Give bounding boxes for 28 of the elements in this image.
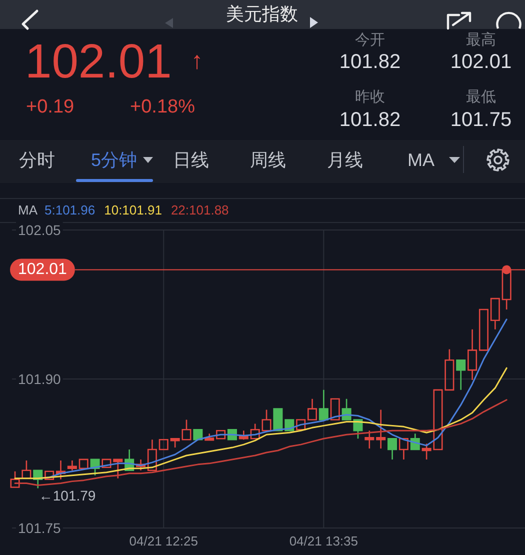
text: 102.01 — [450, 51, 512, 73]
legend: MA 5:101.96 10:101.91 22:101.88 — [18, 202, 229, 218]
text: 周线 — [250, 150, 286, 170]
text: 昨收 — [355, 88, 385, 106]
y-tick-label: 101.75 — [16, 520, 63, 536]
annotation: ←101.79 — [38, 487, 96, 504]
text: 最高 — [466, 32, 496, 48]
text: 102.01 — [25, 36, 172, 88]
text: 101.82 — [339, 51, 401, 73]
text: MA — [408, 150, 434, 170]
text: +0.19 — [26, 96, 74, 118]
ref-line-label: 102.01 — [18, 261, 68, 278]
text: 月线 — [327, 150, 363, 170]
text: 101.82 — [339, 109, 401, 131]
text: 日线 — [173, 150, 209, 170]
text: ↑ — [191, 48, 203, 74]
x-tick-label: 04/21 12:25 — [129, 534, 198, 548]
ref-line-label: 102.01 — [10, 258, 75, 281]
text: 101.75 — [450, 109, 512, 131]
chart-title: 美元指数 — [226, 4, 298, 24]
text: 5分钟 — [90, 150, 138, 170]
y-tick-label: 102.05 — [16, 222, 63, 238]
y-tick-label: 101.90 — [16, 371, 63, 387]
text: 最低 — [466, 88, 496, 106]
text: +0.18% — [130, 96, 196, 118]
x-tick-label: 04/21 13:35 — [289, 534, 358, 548]
text: 分时 — [19, 150, 55, 170]
text: 今开 — [355, 32, 385, 48]
